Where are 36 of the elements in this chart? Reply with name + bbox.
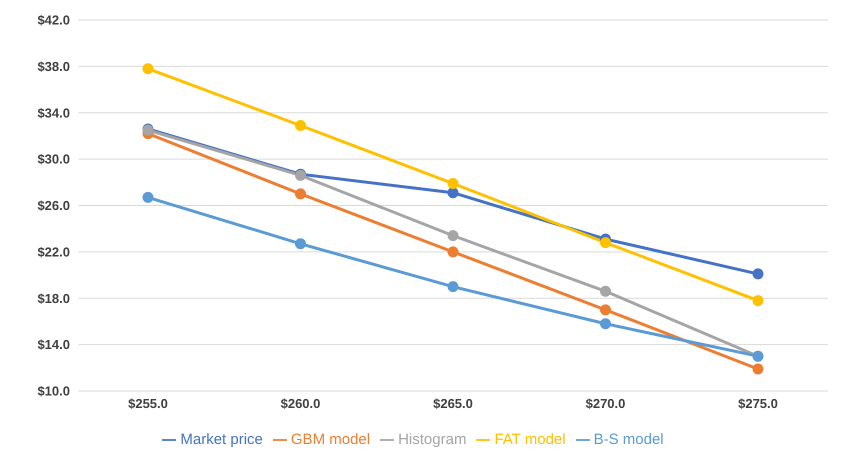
y-tick-label: $30.0 [37, 152, 70, 167]
legend-label: B-S model [594, 431, 664, 448]
point [600, 304, 611, 316]
legend-label: FAT model [494, 431, 566, 448]
point [295, 188, 306, 200]
point [600, 286, 611, 297]
point [448, 187, 458, 198]
point [295, 238, 306, 250]
x-tick-label: $255.0 [128, 396, 168, 412]
point [752, 268, 764, 280]
point [448, 178, 458, 189]
legend-label: GBM model [290, 431, 370, 448]
point [142, 192, 154, 203]
legend-label: Market price [180, 431, 263, 448]
x-tick-label: $260.0 [280, 396, 320, 412]
y-tick-label: $22.0 [37, 244, 70, 260]
point [448, 281, 458, 292]
x-tick-label: $275.0 [738, 396, 778, 412]
y-tick-label: $10.0 [37, 384, 70, 399]
point [142, 63, 154, 74]
y-tick-label: $34.0 [37, 105, 70, 120]
y-tick-label: $42.0 [37, 12, 70, 28]
legend-label: Histogram [398, 431, 466, 448]
y-tick-label: $26.0 [37, 198, 70, 214]
y-tick-label: $18.0 [37, 290, 70, 306]
point [448, 230, 458, 242]
point [600, 318, 611, 330]
point [600, 237, 611, 248]
point [752, 295, 764, 306]
x-tick-label: $265.0 [433, 396, 473, 412]
x-tick-label: $270.0 [586, 396, 626, 412]
point [752, 363, 764, 374]
point [295, 120, 306, 132]
y-tick-label: $14.0 [37, 337, 70, 352]
point [448, 246, 458, 258]
y-tick-label: $38.0 [37, 58, 70, 74]
